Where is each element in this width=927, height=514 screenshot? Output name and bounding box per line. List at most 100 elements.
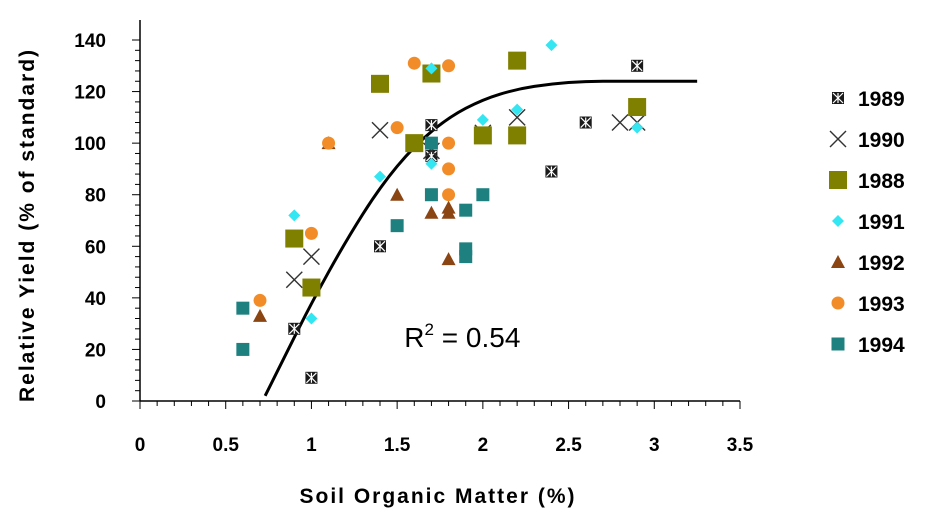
point-1994 [459, 203, 473, 217]
x-tick-label: 0 [135, 435, 146, 456]
legend-marker-1992 [831, 255, 845, 268]
y-tick-label: 40 [85, 289, 106, 310]
legend-marker-1991 [832, 215, 844, 227]
point-1991 [545, 39, 558, 52]
point-1992 [441, 205, 456, 219]
series-1994 [236, 136, 490, 356]
point-1994 [476, 188, 490, 202]
point-1990 [302, 248, 320, 266]
point-1988 [285, 229, 304, 248]
y-tick-labels: 0 20 40 60 80 100 120 140 [74, 31, 106, 413]
x-axis-title: Soil Organic Matter (%) [299, 485, 576, 508]
data-points [236, 39, 647, 384]
y-tick-label: 0 [95, 392, 106, 413]
point-1990 [508, 108, 526, 126]
legend-label: 1988 [858, 170, 905, 193]
point-1993 [253, 293, 267, 307]
point-1989 [288, 322, 301, 335]
legend-label: 1991 [858, 211, 905, 234]
y-tick-label: 120 [74, 83, 106, 104]
annotation-superscript: 2 [425, 320, 434, 339]
legend-marker-1988 [829, 171, 847, 189]
point-1989 [305, 371, 318, 384]
series-1988 [285, 51, 647, 297]
point-1991 [631, 121, 644, 134]
point-1991 [374, 170, 386, 183]
point-1992 [441, 252, 456, 266]
point-1993 [442, 188, 456, 202]
legend-marker-1993 [831, 296, 845, 310]
series-1991 [288, 39, 644, 325]
point-1991 [288, 209, 301, 222]
legend-marker-1990 [829, 130, 847, 148]
legend-label: 1993 [858, 293, 905, 316]
x-tick-label: 3.5 [727, 435, 754, 456]
legend-item-1988: 1988 [829, 170, 905, 193]
series-1993 [253, 56, 456, 307]
point-1993 [442, 59, 456, 73]
point-1988 [405, 134, 424, 153]
annotation-prefix: R [404, 322, 424, 353]
legend-marker-1994 [831, 337, 845, 351]
point-1988 [473, 126, 492, 145]
point-1989 [545, 165, 558, 178]
y-axis-title: Relative Yield (% of standard) [16, 48, 39, 402]
point-1993 [390, 121, 404, 135]
point-1990 [371, 121, 389, 139]
point-1991 [305, 312, 318, 325]
point-1990 [285, 271, 303, 289]
point-1990 [611, 114, 629, 132]
y-tick-label: 80 [85, 186, 106, 207]
point-1992 [424, 205, 439, 219]
point-1992 [390, 187, 405, 201]
point-1989 [374, 240, 386, 253]
x-tick-label: 2.5 [555, 435, 582, 456]
y-tick-label: 60 [85, 237, 106, 258]
point-1994 [390, 219, 404, 233]
x-tick-label: 3 [649, 435, 660, 456]
y-tick-marks [132, 39, 140, 402]
point-1988 [302, 278, 321, 297]
point-1993 [442, 162, 456, 176]
x-tick-label: 1 [306, 435, 317, 456]
legend-label: 1992 [858, 252, 905, 275]
x-tick-labels: 0 0.5 1 1.5 2 2.5 3 3.5 [135, 435, 754, 456]
point-1991 [476, 113, 489, 126]
annotation-suffix: = 0.54 [434, 322, 520, 353]
y-tick-label: 100 [74, 134, 106, 155]
x-tick-label: 1.5 [384, 435, 411, 456]
r-squared-annotation: R2 = 0.54 [404, 320, 520, 353]
x-tick-label: 2 [478, 435, 489, 456]
fit-curve [263, 79, 698, 397]
series-1989 [288, 59, 644, 384]
legend-label: 1990 [858, 129, 905, 152]
point-1994 [236, 301, 250, 315]
point-1993 [407, 56, 421, 70]
point-1994 [424, 136, 438, 150]
legend-item-1991: 1991 [832, 211, 905, 234]
point-1988 [508, 126, 527, 145]
point-1994 [459, 250, 473, 264]
legend-label: 1989 [858, 88, 905, 111]
series-1992 [253, 136, 456, 322]
point-1994 [424, 188, 438, 202]
point-1988 [628, 98, 647, 117]
legend-item-1994: 1994 [831, 334, 905, 357]
point-1989 [425, 119, 438, 132]
point-1989 [579, 116, 592, 129]
point-1994 [236, 342, 250, 356]
point-1991 [425, 157, 438, 170]
legend-item-1992: 1992 [831, 252, 905, 275]
legend-label: 1994 [858, 334, 905, 357]
legend-item-1989: 1989 [832, 88, 905, 111]
point-1993 [442, 136, 456, 150]
point-1988 [371, 74, 389, 93]
legend-marker-1989 [832, 92, 844, 104]
legend-item-1993: 1993 [831, 293, 905, 316]
point-1993 [322, 136, 336, 150]
legend: 1989 1990 1988 1991 1992 1993 1994 [829, 88, 905, 357]
point-1991 [425, 62, 438, 75]
point-1989 [631, 59, 644, 72]
